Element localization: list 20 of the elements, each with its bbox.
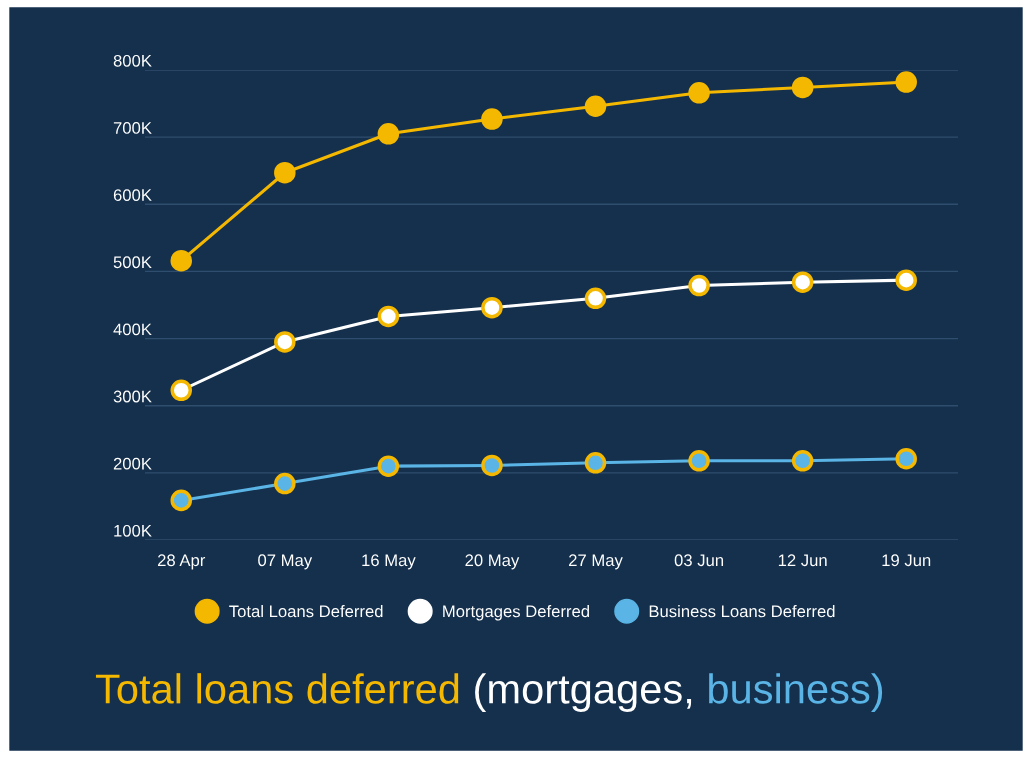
x-tick-label: 12 Jun — [778, 554, 827, 567]
y-tick-label: 300K — [113, 390, 152, 403]
x-tick-label: 03 Jun — [674, 554, 724, 567]
y-tick-label: 700K — [113, 122, 152, 134]
x-tick-label: 19 Jun — [882, 554, 931, 567]
legend-label: Total Loans Deferred — [229, 605, 383, 618]
x-tick-label: 07 May — [258, 554, 313, 570]
y-tick-label: 200K — [113, 457, 152, 470]
y-tick-label: 100K — [114, 524, 152, 537]
legend-label: Business Loans Deferred — [649, 605, 835, 618]
x-tick-label: 20 May — [465, 554, 520, 570]
y-tick-label: 500K — [113, 256, 152, 269]
x-tick-label: 16 May — [362, 554, 416, 570]
y-tick-label: 600K — [113, 189, 152, 201]
y-tick-label: 800K — [113, 54, 152, 67]
y-tick-label: 400K — [113, 323, 152, 336]
text: Total loans deferred (mortgages, business) — [95, 673, 883, 712]
x-tick-label: 28 Apr — [157, 554, 206, 570]
legend-label: Mortgages Deferred — [443, 605, 589, 621]
x-tick-label: 27 May — [569, 554, 623, 570]
